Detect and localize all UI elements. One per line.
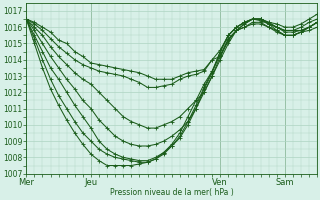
X-axis label: Pression niveau de la mer( hPa ): Pression niveau de la mer( hPa ) xyxy=(110,188,234,197)
